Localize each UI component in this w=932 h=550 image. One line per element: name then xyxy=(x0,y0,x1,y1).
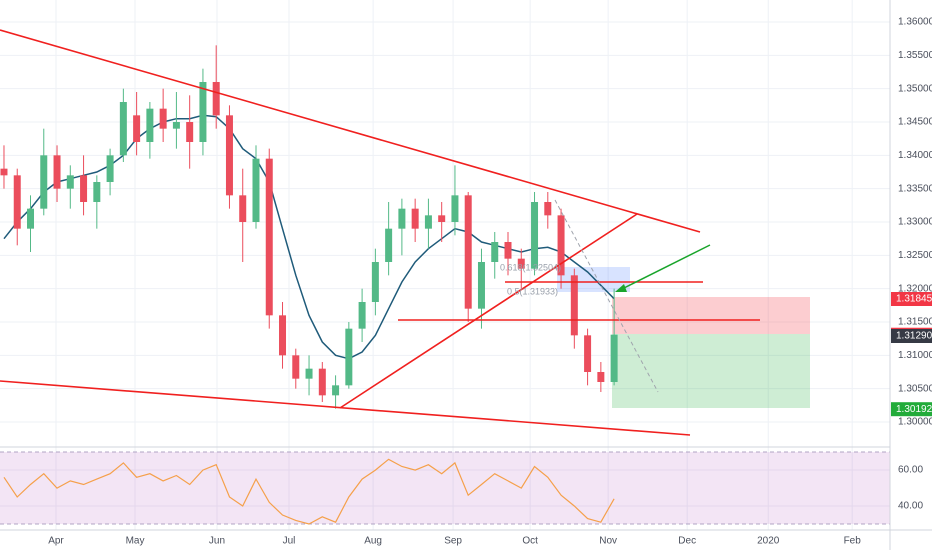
candle-body xyxy=(27,208,35,229)
y-tick-label: 1.34000 xyxy=(898,150,932,161)
candle-body xyxy=(93,182,101,202)
y-tick-label: 1.33500 xyxy=(898,183,932,194)
candle-body xyxy=(225,115,233,196)
candle-body xyxy=(199,82,207,142)
plot-area xyxy=(0,45,890,525)
target-zone xyxy=(612,334,810,408)
candle-body xyxy=(610,334,618,382)
candle-body xyxy=(504,242,512,259)
candle-body xyxy=(80,175,88,202)
candle-body xyxy=(371,262,379,302)
candle-body xyxy=(557,215,565,276)
candle-body xyxy=(106,155,114,182)
candle-body xyxy=(491,242,499,262)
candle-body xyxy=(119,102,127,156)
candle-body xyxy=(358,302,366,329)
price-marker xyxy=(891,329,932,343)
y-tick-label: 1.36000 xyxy=(898,17,932,28)
x-tick-label: May xyxy=(126,536,145,547)
x-tick-label: Dec xyxy=(678,536,696,547)
candle-body xyxy=(279,315,287,356)
price-marker-label: 1.30192 xyxy=(896,404,932,415)
x-tick-label: Feb xyxy=(844,536,862,547)
candle-body xyxy=(544,202,552,216)
candle-body xyxy=(133,115,141,142)
candle-body xyxy=(477,262,485,309)
candle-body xyxy=(438,215,446,222)
y-tick-label: 1.30500 xyxy=(898,383,932,394)
rsi-band xyxy=(0,452,890,525)
candle-body xyxy=(53,155,61,189)
x-tick-label: Sep xyxy=(444,536,462,547)
candle-body xyxy=(265,158,273,316)
trendlines xyxy=(0,29,760,436)
rsi-line xyxy=(3,458,615,525)
candle-body xyxy=(584,335,592,372)
x-tick-label: Jun xyxy=(209,536,225,547)
candle-body xyxy=(597,372,605,382)
x-tick-label: Nov xyxy=(599,536,617,547)
y-tick-label: 1.31000 xyxy=(898,350,932,361)
y-tick-label: 1.30000 xyxy=(898,417,932,428)
arrow-head xyxy=(615,284,627,292)
candle-body xyxy=(0,168,8,176)
candle-body xyxy=(385,228,393,262)
x-tick-label: 2020 xyxy=(757,536,780,547)
candle-body xyxy=(332,385,340,396)
y-tick-label: 1.33000 xyxy=(898,217,932,228)
stop-zone xyxy=(612,297,810,334)
y-tick-label: 1.35000 xyxy=(898,83,932,94)
candle-body xyxy=(146,108,154,142)
rising-trendline xyxy=(339,213,638,409)
candle-body xyxy=(13,175,21,229)
candle-body xyxy=(451,195,459,222)
fib-label: 0.618(1.32504) xyxy=(500,262,561,272)
candle-body xyxy=(531,202,539,269)
candle-body xyxy=(305,368,313,379)
x-tick-label: Oct xyxy=(522,536,538,547)
axes: Apr May Jun Jul Aug Sep Oct Nov Dec 2020 Feb 1.3000… xyxy=(48,17,932,547)
lower-trendline xyxy=(0,380,691,436)
candle-body xyxy=(464,195,472,309)
candle-body xyxy=(159,108,167,129)
y-tick-label: 1.31500 xyxy=(898,317,932,328)
candle-body xyxy=(252,158,260,222)
candle-body xyxy=(345,328,353,386)
candle-body xyxy=(398,208,406,229)
candle-body xyxy=(40,155,48,209)
moving-average xyxy=(3,114,615,360)
candle-body xyxy=(186,122,194,142)
y-tick-label: 1.32000 xyxy=(898,283,932,294)
arrow-line xyxy=(621,244,711,290)
upper-trendline xyxy=(0,29,701,233)
rsi-tick-label: 60.00 xyxy=(898,465,923,476)
price-marker xyxy=(891,292,932,306)
x-tick-label: Jul xyxy=(283,536,296,547)
y-tick-label: 1.32500 xyxy=(898,250,932,261)
candle-body xyxy=(292,355,300,379)
price-marker xyxy=(891,402,932,417)
x-tick-label: Aug xyxy=(364,536,382,547)
candle-body xyxy=(318,368,326,396)
candle-body xyxy=(517,258,525,269)
rsi-tick-label: 40.00 xyxy=(898,501,923,512)
candle-body xyxy=(570,275,578,336)
candle-body xyxy=(424,215,432,229)
projection-line xyxy=(554,199,659,393)
x-tick-label: Apr xyxy=(48,536,64,547)
price-marker-label: 1.31290 xyxy=(896,331,932,342)
candle-body xyxy=(239,195,247,222)
fib-label: 0.5(1.31933) xyxy=(507,286,558,296)
candle-body xyxy=(411,208,419,229)
candle-body xyxy=(172,122,180,129)
y-tick-label: 1.35500 xyxy=(898,50,932,61)
y-tick-label: 1.34500 xyxy=(898,117,932,128)
candle-body xyxy=(212,82,220,116)
candle-body xyxy=(66,175,74,189)
price-marker-label: 1.31845 xyxy=(896,294,932,305)
